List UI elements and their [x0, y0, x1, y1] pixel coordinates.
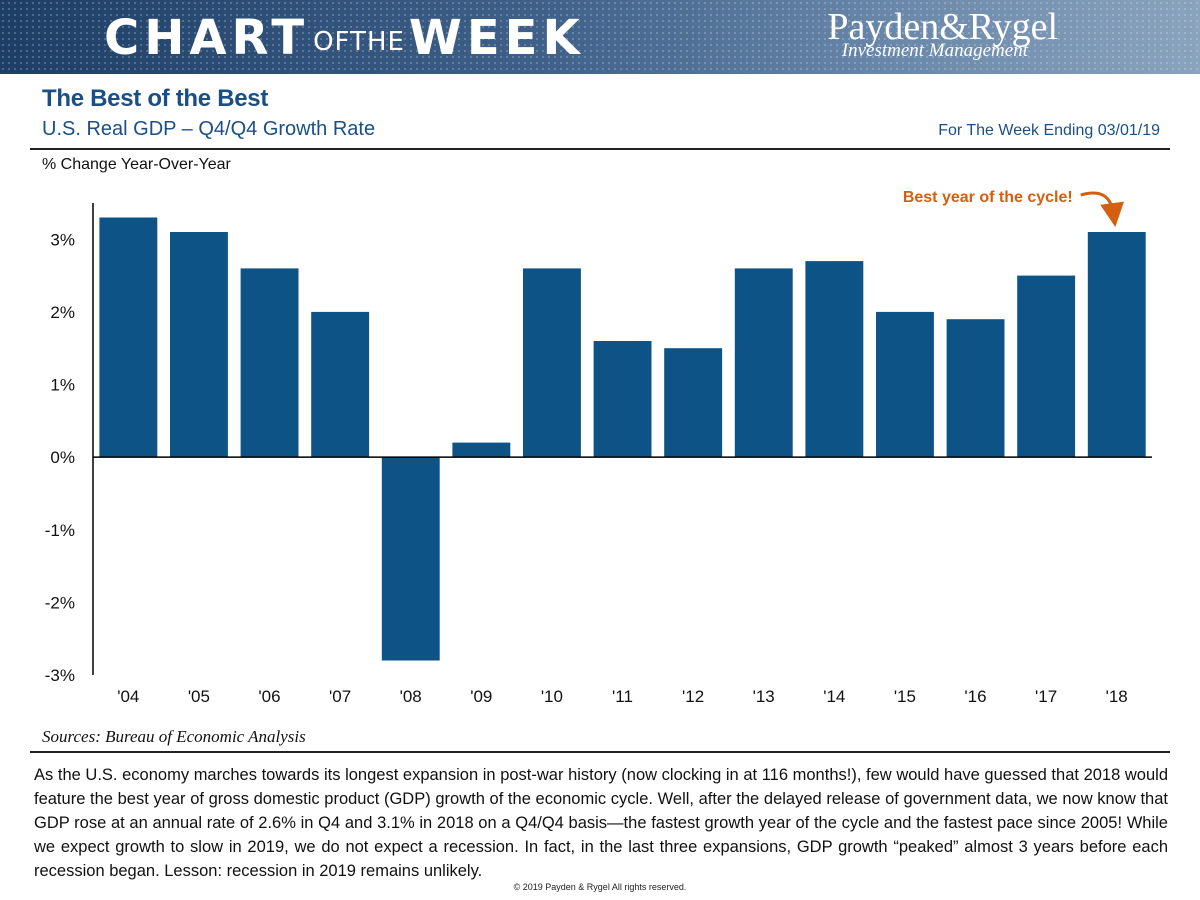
- bar-07: [311, 311, 370, 458]
- x-tick-label: '14: [823, 687, 845, 706]
- brand-tagline: Investment Management: [841, 40, 1028, 61]
- bar-15: [876, 311, 934, 458]
- bar-13: [734, 268, 793, 458]
- x-tick-label: '08: [400, 687, 422, 706]
- logo-week-word: WEEK: [408, 10, 585, 66]
- page-title: The Best of the Best: [42, 85, 269, 112]
- brand-logo: Payden&Rygel Investment Management: [827, 6, 1058, 62]
- bar-06: [240, 268, 299, 458]
- bar-12: [664, 348, 723, 458]
- y-axis-label: % Change Year-Over-Year: [42, 156, 231, 173]
- x-tick-label: '18: [1106, 687, 1128, 706]
- bar-05: [170, 232, 228, 458]
- y-tick-label: -2%: [45, 593, 75, 612]
- week-ending-date: For The Week Ending 03/01/19: [938, 122, 1160, 139]
- bar-09: [452, 442, 511, 458]
- logo-of-the: OFTHE: [313, 27, 405, 57]
- bar-16: [946, 319, 1005, 458]
- bar-18: [1087, 232, 1146, 458]
- y-tick-label: 3%: [50, 230, 75, 249]
- x-tick-label: '12: [682, 687, 704, 706]
- y-tick-label: -3%: [45, 666, 75, 685]
- chart-title: U.S. Real GDP – Q4/Q4 Growth Rate: [42, 118, 376, 140]
- x-tick-label: '15: [894, 687, 916, 706]
- x-tick-label: '11: [612, 687, 633, 706]
- x-tick-label: '06: [258, 687, 280, 706]
- x-tick-label: '10: [541, 687, 563, 706]
- bar-17: [1017, 275, 1076, 458]
- bar-11: [593, 341, 652, 458]
- bar-14: [805, 261, 864, 458]
- x-tick-label: '09: [470, 687, 492, 706]
- sources-divider: [30, 751, 1170, 753]
- bar-08: [381, 457, 440, 661]
- logo-chart-word: CHART: [104, 10, 310, 66]
- chart-of-the-week-logo: CHART OFTHE WEEK: [104, 10, 585, 66]
- y-tick-label: 2%: [50, 303, 75, 322]
- y-tick-label: 0%: [50, 448, 75, 467]
- bar-chart: 3% 2% 1% 0% -1% -2% -3% '04 '05 '06 '07 '08 '09 '10 '…: [45, 189, 1152, 706]
- x-tick-label: '04: [117, 687, 139, 706]
- y-tick-label: -1%: [45, 521, 75, 540]
- bar-10: [523, 268, 581, 458]
- x-tick-label: '17: [1035, 687, 1057, 706]
- commentary-paragraph: As the U.S. economy marches towards its …: [34, 766, 1168, 880]
- x-tick-label: '13: [753, 687, 775, 706]
- x-tick-label: '05: [188, 687, 210, 706]
- annotation-arrow: [1080, 191, 1125, 227]
- title-divider: [30, 148, 1170, 150]
- x-tick-label: '16: [964, 687, 986, 706]
- banner-texture: [0, 0, 1200, 74]
- y-tick-label: 1%: [50, 376, 75, 395]
- brand-name: Payden&Rygel: [827, 6, 1058, 48]
- sources-note: Sources: Bureau of Economic Analysis: [42, 727, 306, 746]
- x-tick-label: '07: [329, 687, 351, 706]
- bar-04: [99, 217, 158, 458]
- annotation-label: Best year of the cycle!: [903, 189, 1073, 206]
- header-banner: CHART OFTHE WEEK Payden&Rygel Investment…: [0, 0, 1200, 74]
- copyright-notice: © 2019 Payden & Rygel All rights reserve…: [513, 882, 687, 892]
